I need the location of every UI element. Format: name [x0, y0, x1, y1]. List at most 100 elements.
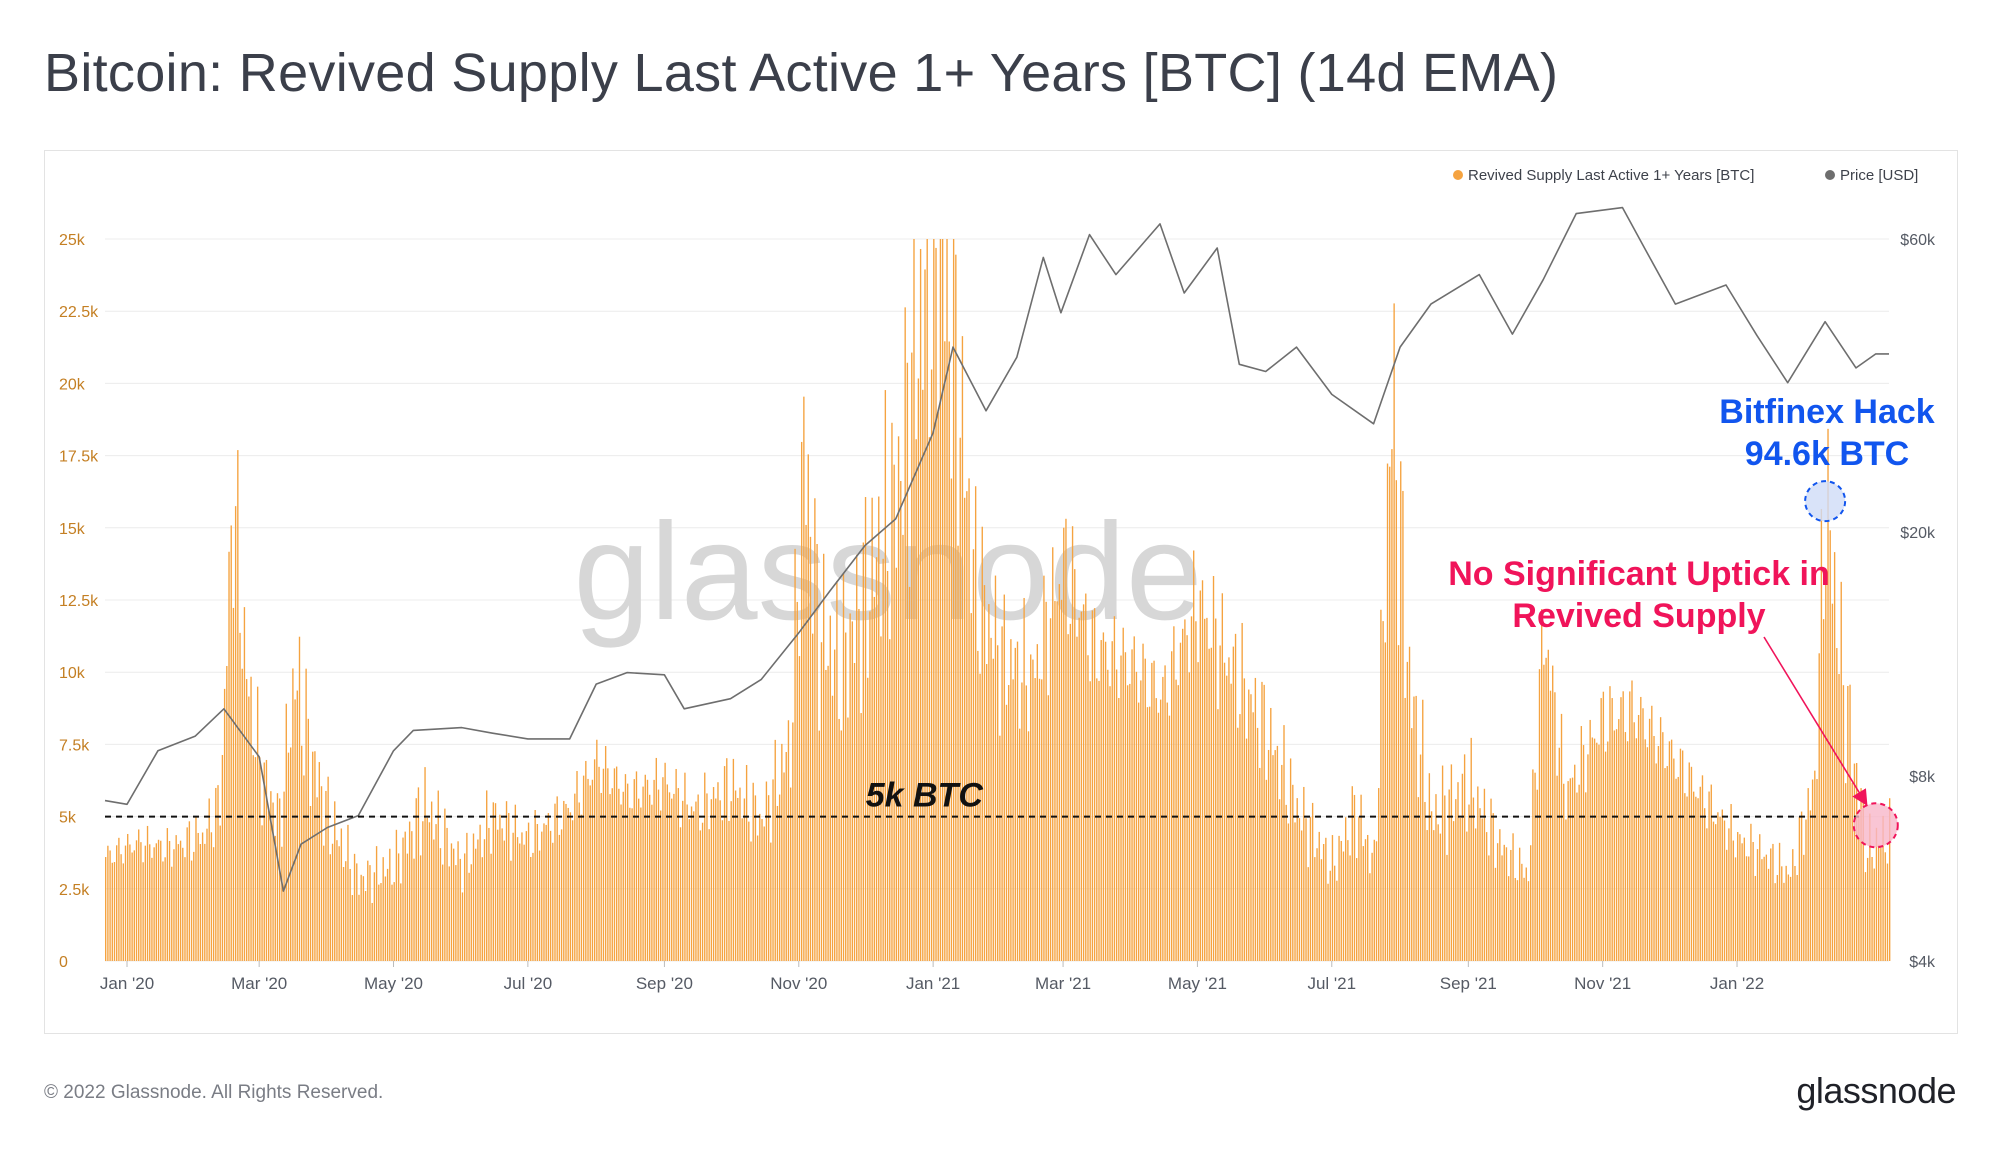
- supply-bar: [508, 813, 510, 961]
- supply-bar: [367, 860, 369, 961]
- supply-bar: [1336, 880, 1338, 961]
- supply-bar: [446, 827, 448, 961]
- x-tick-label: May '20: [364, 974, 423, 993]
- supply-bar: [781, 743, 783, 961]
- supply-bar: [1226, 675, 1228, 961]
- supply-bar: [891, 422, 893, 961]
- supply-bar: [1554, 692, 1556, 961]
- supply-bar: [1690, 766, 1693, 961]
- supply-bar: [774, 739, 776, 961]
- supply-bar: [726, 758, 728, 961]
- left-tick-label: 0: [59, 954, 68, 971]
- supply-bar: [1424, 801, 1426, 961]
- supply-bar: [1111, 641, 1113, 961]
- supply-bar: [131, 852, 133, 961]
- x-tick-label: Sep '20: [636, 974, 693, 993]
- supply-bar: [1371, 852, 1373, 961]
- supply-bar: [1023, 597, 1025, 961]
- supply-bar: [1076, 636, 1078, 961]
- supply-bar: [1664, 768, 1666, 961]
- supply-bar: [1503, 844, 1505, 961]
- supply-bar: [1098, 680, 1100, 961]
- supply-bar: [1699, 786, 1701, 961]
- supply-bar: [1389, 466, 1391, 961]
- supply-bar: [1164, 665, 1166, 961]
- supply-bar: [199, 844, 202, 961]
- supply-bar: [1668, 741, 1671, 961]
- supply-bar: [1785, 865, 1787, 961]
- supply-bar: [847, 717, 849, 961]
- supply-bar: [895, 567, 898, 961]
- supply-bar: [662, 777, 664, 961]
- supply-bar: [988, 604, 990, 961]
- supply-bar: [1406, 661, 1409, 961]
- supply-bar: [554, 803, 556, 961]
- supply-bar: [1611, 698, 1613, 961]
- supply-bar: [1107, 669, 1109, 961]
- supply-bar: [1003, 594, 1005, 961]
- supply-bar: [301, 745, 303, 961]
- supply-bar: [565, 803, 567, 961]
- supply-bar: [252, 755, 254, 961]
- supply-bar: [1833, 552, 1836, 961]
- supply-bar: [1322, 844, 1325, 961]
- left-tick-label: 20k: [59, 376, 86, 393]
- supply-bar: [820, 642, 823, 961]
- supply-bar: [944, 341, 946, 961]
- supply-bar: [935, 247, 937, 961]
- supply-bar: [193, 851, 195, 961]
- legend-label-supply[interactable]: Revived Supply Last Active 1+ Years [BTC…: [1468, 167, 1754, 184]
- supply-bar: [338, 846, 340, 961]
- supply-bar: [1444, 795, 1446, 961]
- supply-bar: [483, 839, 486, 961]
- supply-bar: [351, 895, 354, 961]
- supply-bar: [1563, 783, 1565, 961]
- x-tick-label: Jul '21: [1307, 974, 1356, 993]
- supply-bar: [1115, 669, 1118, 961]
- price-line: [104, 206, 1889, 892]
- supply-bar: [613, 768, 616, 961]
- supply-bar: [1373, 839, 1375, 961]
- supply-bar: [1201, 580, 1204, 961]
- supply-bar: [1814, 770, 1816, 961]
- supply-bar: [651, 804, 653, 961]
- supply-bar: [1287, 823, 1290, 961]
- supply-bar: [1809, 810, 1812, 961]
- supply-bar: [1402, 490, 1404, 961]
- supply-bar: [1118, 697, 1120, 961]
- supply-bar: [378, 884, 380, 961]
- supply-bar: [389, 848, 391, 961]
- supply-bar: [248, 696, 250, 961]
- supply-bar: [1675, 778, 1677, 961]
- supply-bar: [1679, 748, 1682, 961]
- supply-bar: [906, 362, 909, 962]
- supply-bar: [732, 758, 735, 961]
- supply-bar: [574, 793, 576, 961]
- supply-bar: [408, 821, 411, 961]
- supply-bar: [675, 768, 677, 961]
- supply-bar: [419, 855, 422, 961]
- supply-bar: [1877, 844, 1880, 961]
- supply-bar: [1880, 848, 1882, 961]
- supply-bar: [470, 864, 472, 961]
- supply-bar: [151, 857, 153, 961]
- supply-bar: [1188, 672, 1190, 961]
- supply-bar: [1525, 867, 1527, 961]
- supply-bar: [1100, 640, 1102, 961]
- supply-bar: [585, 760, 587, 961]
- supply-bar: [745, 764, 748, 961]
- supply-bar: [1741, 843, 1743, 961]
- supply-bar: [241, 668, 243, 961]
- legend-label-price[interactable]: Price [USD]: [1840, 167, 1918, 184]
- supply-bar: [164, 857, 166, 961]
- supply-bar: [1001, 626, 1003, 961]
- supply-bar: [1232, 646, 1235, 961]
- supply-bar: [807, 454, 809, 961]
- supply-bar: [948, 341, 950, 961]
- supply-bar: [1648, 718, 1651, 961]
- supply-bar: [1195, 621, 1197, 961]
- supply-bar: [1204, 618, 1206, 961]
- supply-bar: [1640, 696, 1642, 961]
- supply-bar: [1589, 719, 1591, 961]
- supply-bar: [1344, 817, 1347, 961]
